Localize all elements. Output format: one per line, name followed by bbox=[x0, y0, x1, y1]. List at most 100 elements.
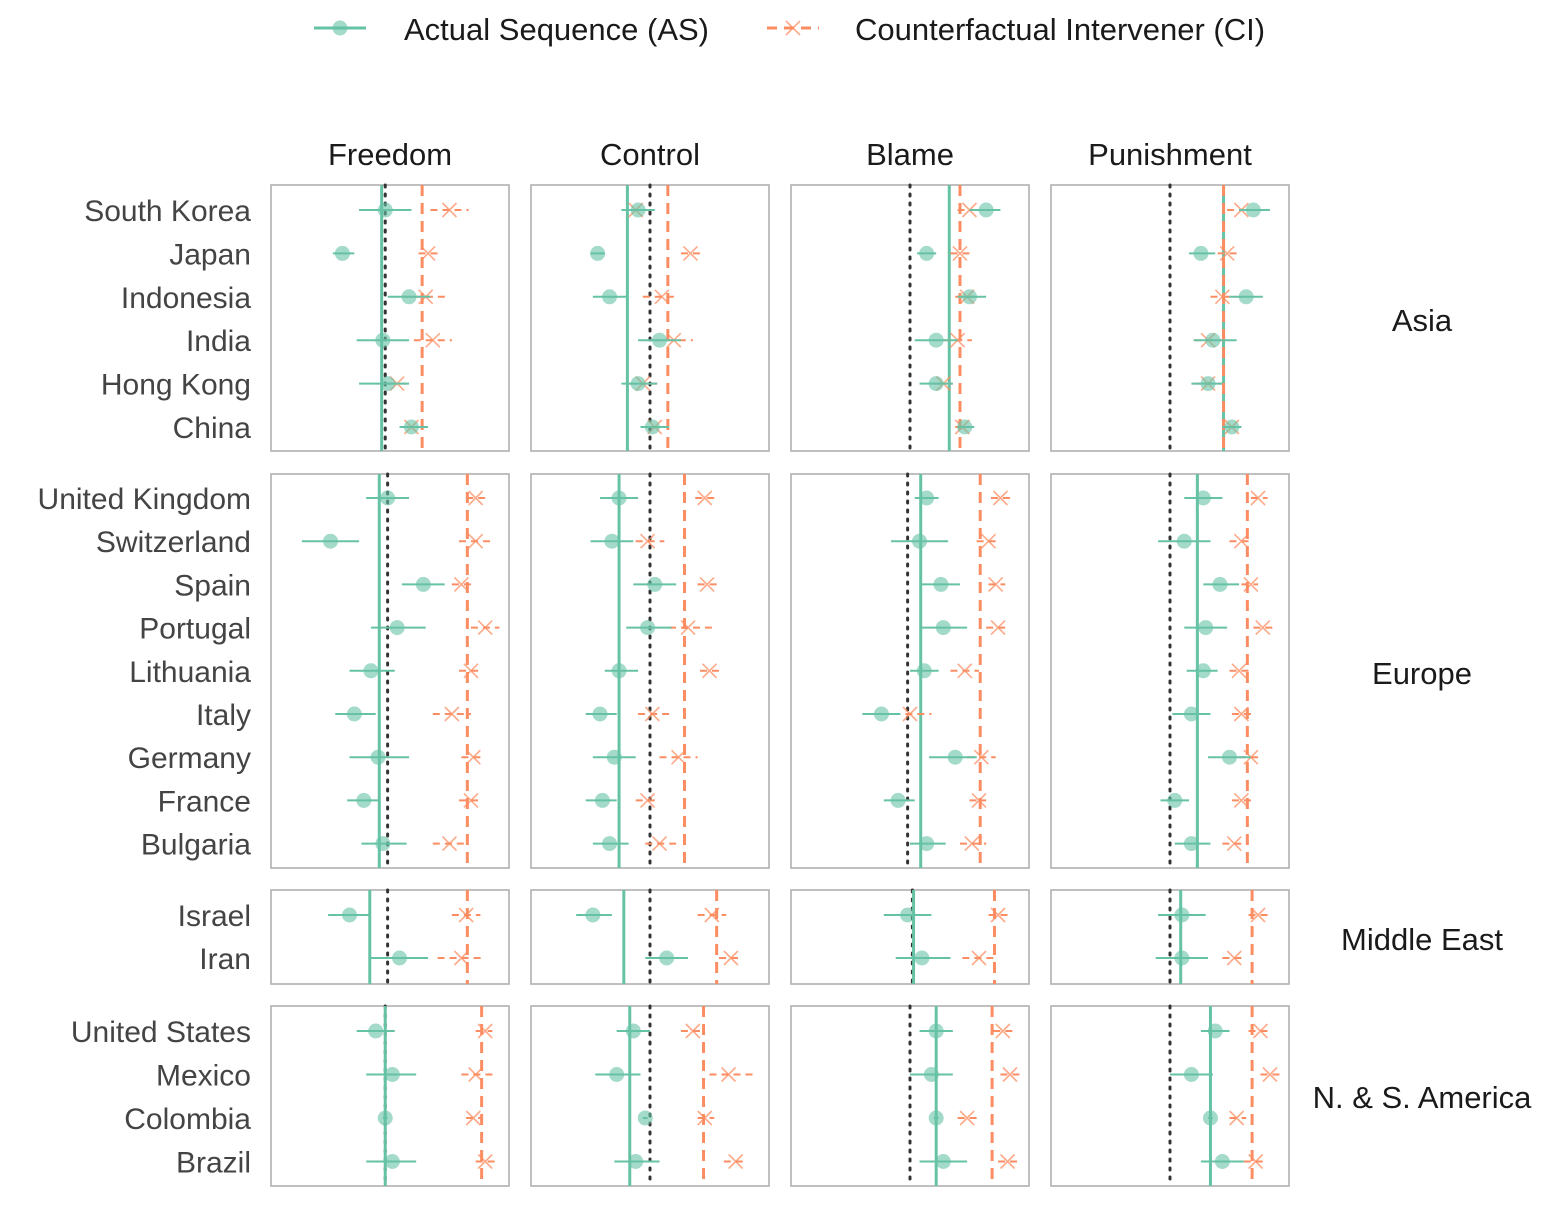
as-point-bulgaria bbox=[919, 836, 935, 852]
as-point-italy bbox=[1183, 706, 1199, 722]
panel-asia-control bbox=[530, 183, 770, 453]
panel-europe-freedom bbox=[270, 472, 510, 870]
row-label-united-states: United States bbox=[71, 1016, 251, 1049]
as-point-iran bbox=[914, 950, 930, 966]
as-point-colombia bbox=[928, 1110, 944, 1126]
panel-n-s-america-punishment bbox=[1050, 1004, 1290, 1188]
ci-point-colombia bbox=[1229, 1110, 1245, 1126]
ci-point-iran bbox=[1226, 950, 1242, 966]
column-label-control: Control bbox=[600, 137, 700, 172]
row-label-iran: Iran bbox=[199, 943, 251, 976]
panel-middle-east-punishment bbox=[1050, 888, 1290, 986]
row-label-china: China bbox=[173, 412, 252, 445]
panel-asia-punishment bbox=[1050, 183, 1290, 453]
as-point-japan bbox=[590, 245, 606, 261]
panel-europe-punishment bbox=[1050, 472, 1290, 870]
ci-point-france bbox=[1233, 792, 1249, 808]
ci-point-united-states bbox=[995, 1023, 1011, 1039]
ci-point-united-kingdom bbox=[992, 490, 1009, 506]
as-point-hong-kong bbox=[380, 376, 396, 392]
ci-point-france bbox=[640, 792, 656, 808]
as-point-indonesia bbox=[401, 289, 417, 305]
as-point-china bbox=[1224, 419, 1240, 435]
ci-point-south-korea bbox=[441, 202, 458, 218]
as-point-mexico bbox=[609, 1067, 625, 1082]
ci-point-lithuania bbox=[463, 663, 479, 679]
legend-ci-label: Counterfactual Intervener (CI) bbox=[855, 12, 1265, 47]
column-label-blame: Blame bbox=[866, 137, 954, 172]
ci-point-brazil bbox=[477, 1153, 493, 1170]
as-point-indonesia bbox=[602, 289, 618, 305]
as-point-lithuania bbox=[1195, 663, 1211, 679]
ci-point-japan bbox=[1219, 245, 1235, 261]
legend-ci-key bbox=[767, 20, 819, 36]
as-point-indonesia bbox=[1238, 289, 1254, 305]
as-point-colombia bbox=[377, 1110, 393, 1126]
as-point-united-states bbox=[928, 1023, 944, 1039]
panel-frame bbox=[790, 889, 1030, 985]
ci-point-germany bbox=[973, 749, 989, 765]
as-point-mexico bbox=[1183, 1067, 1199, 1082]
as-point-spain bbox=[415, 576, 431, 592]
ci-point-united-states bbox=[685, 1023, 701, 1039]
row-label-united-kingdom: United Kingdom bbox=[38, 483, 251, 516]
as-point-india bbox=[652, 332, 668, 348]
as-point-united-kingdom bbox=[919, 490, 935, 506]
ci-point-spain bbox=[699, 576, 715, 592]
as-point-bulgaria bbox=[375, 836, 391, 852]
ci-point-bulgaria bbox=[651, 836, 668, 852]
row-label-bulgaria: Bulgaria bbox=[141, 829, 251, 862]
row-label-colombia: Colombia bbox=[124, 1103, 251, 1136]
row-label-spain: Spain bbox=[174, 569, 251, 602]
as-point-united-kingdom bbox=[1195, 490, 1211, 506]
region-label-middle-east: Middle East bbox=[1341, 922, 1503, 957]
ci-point-lithuania bbox=[957, 663, 973, 679]
as-point-united-states bbox=[625, 1023, 641, 1039]
ci-point-united-states bbox=[477, 1023, 493, 1039]
row-label-south-korea: South Korea bbox=[84, 195, 251, 228]
ci-point-brazil bbox=[728, 1153, 744, 1170]
as-point-italy bbox=[592, 706, 608, 722]
ci-point-india bbox=[425, 332, 441, 348]
as-point-switzerland bbox=[1176, 533, 1192, 549]
as-point-portugal bbox=[1198, 620, 1214, 636]
row-label-italy: Italy bbox=[196, 699, 251, 732]
ci-point-mexico bbox=[1002, 1066, 1018, 1083]
ci-point-united-kingdom bbox=[468, 490, 484, 506]
region-label-americas: N. & S. America bbox=[1313, 1080, 1533, 1115]
row-label-hong-kong: Hong Kong bbox=[101, 369, 251, 402]
ci-point-portugal bbox=[680, 620, 696, 636]
ci-point-united-kingdom bbox=[1250, 490, 1266, 506]
ci-point-spain bbox=[453, 576, 469, 592]
as-point-spain bbox=[647, 576, 663, 592]
as-point-france bbox=[594, 792, 610, 808]
as-point-spain bbox=[1212, 576, 1228, 592]
as-point-bulgaria bbox=[1183, 836, 1199, 852]
legend-as-dot bbox=[332, 20, 348, 36]
ci-point-colombia bbox=[465, 1110, 481, 1126]
as-point-iran bbox=[659, 950, 675, 966]
ci-point-italy bbox=[1233, 706, 1249, 722]
ci-point-united-kingdom bbox=[697, 490, 713, 506]
as-point-india bbox=[928, 332, 944, 348]
as-point-switzerland bbox=[323, 533, 338, 549]
legend: Actual Sequence (AS) Counterfactual Inte… bbox=[314, 12, 1265, 47]
ci-point-united-states bbox=[1252, 1023, 1269, 1039]
as-point-germany bbox=[947, 749, 963, 765]
as-point-china bbox=[644, 419, 660, 435]
as-point-japan bbox=[334, 245, 350, 261]
as-point-germany bbox=[370, 749, 386, 765]
ci-point-spain bbox=[1243, 576, 1259, 592]
as-point-japan bbox=[1193, 245, 1209, 261]
ci-point-japan bbox=[420, 245, 436, 261]
ci-point-germany bbox=[465, 749, 481, 765]
ci-point-portugal bbox=[990, 620, 1006, 636]
panel-middle-east-freedom bbox=[270, 888, 510, 986]
as-point-india bbox=[1205, 332, 1221, 348]
ci-point-france bbox=[463, 792, 479, 808]
ci-point-mexico bbox=[720, 1066, 737, 1083]
as-point-germany bbox=[606, 749, 622, 765]
row-label-portugal: Portugal bbox=[139, 613, 251, 646]
row-label-lithuania: Lithuania bbox=[129, 656, 251, 689]
